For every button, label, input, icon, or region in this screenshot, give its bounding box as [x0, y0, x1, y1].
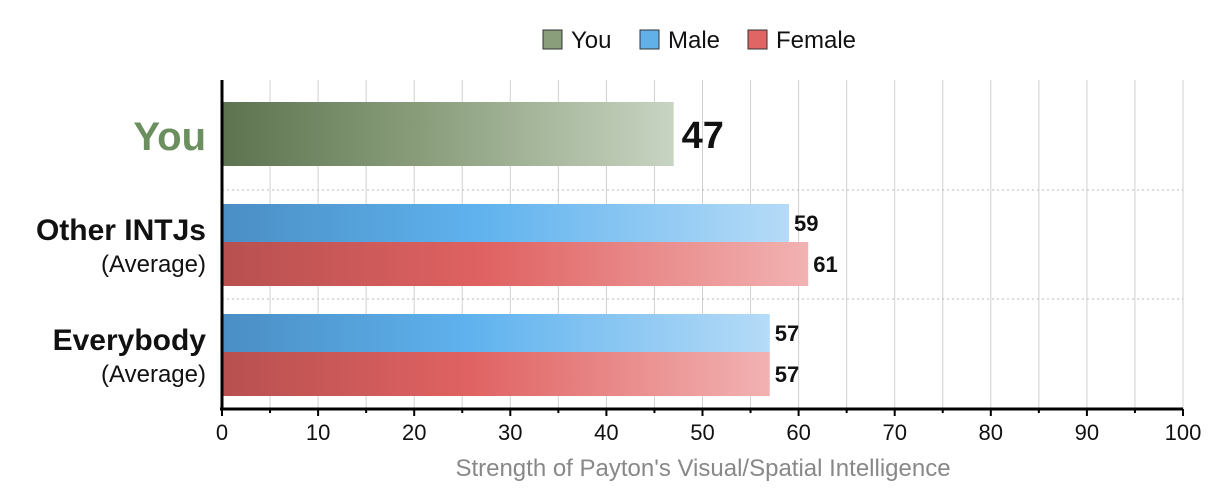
value-label-male: 59 — [794, 211, 818, 236]
x-tick-label: 0 — [216, 420, 228, 445]
value-label-female: 57 — [775, 362, 799, 387]
category-sublabel: (Average) — [101, 251, 206, 278]
value-label-male: 57 — [775, 321, 799, 346]
x-tick-label: 40 — [594, 420, 618, 445]
x-tick-label: 60 — [786, 420, 810, 445]
x-tick-label: 30 — [498, 420, 522, 445]
value-labels: 47 59 61 57 57 — [682, 115, 838, 387]
legend-swatch-female — [747, 29, 768, 50]
legend-item-male: Male — [639, 27, 720, 54]
bar-female — [223, 242, 809, 286]
legend-label-you: You — [571, 27, 612, 54]
x-axis-ticks: 0 10 20 30 40 50 60 70 80 90 100 — [216, 409, 1201, 445]
bars — [223, 102, 809, 396]
x-tick-label: 100 — [1165, 420, 1202, 445]
bar-female — [223, 352, 770, 396]
legend: You Male Female — [542, 27, 856, 54]
legend-item-female: Female — [747, 27, 856, 54]
legend-label-female: Female — [776, 27, 856, 54]
bar-male — [223, 204, 789, 242]
x-axis-title: Strength of Payton's Visual/Spatial Inte… — [455, 455, 950, 482]
bar-you — [223, 102, 674, 166]
category-label: Everybody — [53, 324, 207, 357]
category-sublabel: (Average) — [101, 361, 206, 388]
legend-item-you: You — [542, 27, 612, 54]
x-tick-label: 20 — [402, 420, 426, 445]
legend-label-male: Male — [668, 27, 720, 54]
category-label: Other INTJs — [36, 214, 206, 247]
bar-male — [223, 314, 770, 352]
x-tick-label: 90 — [1075, 420, 1099, 445]
legend-swatch-you — [542, 29, 563, 50]
legend-swatch-male — [639, 29, 660, 50]
category-label-you: You — [133, 115, 206, 159]
x-tick-label: 70 — [882, 420, 906, 445]
value-label-female: 61 — [813, 252, 837, 277]
x-tick-label: 10 — [306, 420, 330, 445]
value-label-you: 47 — [682, 115, 724, 157]
x-tick-label: 50 — [690, 420, 714, 445]
x-tick-label: 80 — [979, 420, 1003, 445]
category-labels: You Other INTJs (Average) Everybody (Average… — [36, 115, 206, 388]
